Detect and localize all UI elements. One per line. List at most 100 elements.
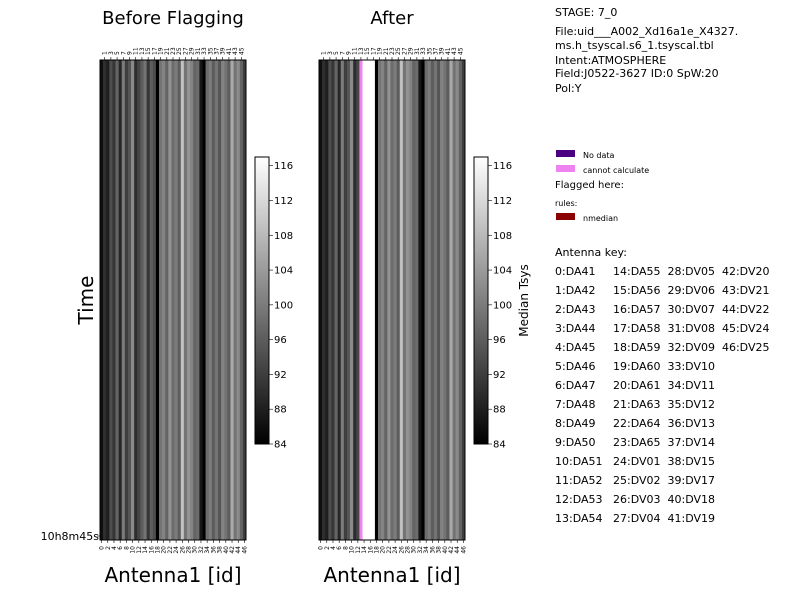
heatmap-cell [193,60,197,540]
heatmap-cell [334,60,338,540]
antenna-key-row: 2:DA43 16:DA57 30:DV07 44:DV22 [555,303,770,316]
heatmap-cell [227,60,231,540]
cannot-calculate-label: cannot calculate [583,166,650,175]
colorbar-label: Median Tsys [517,264,531,336]
colorbar-tick-label: 84 [274,440,287,451]
heatmap-cell [180,60,185,540]
x-tick-label: 36 [210,546,217,554]
heatmap-cell [384,60,388,540]
heatmap-cell [337,60,342,540]
chart-title: Before Flagging [102,8,244,29]
heatmap-cell [190,60,194,540]
colorbar [473,156,489,445]
x-tick-label: 34 [423,546,430,554]
heatmap-cell [433,60,438,540]
stage-text: STAGE: 7_0 [555,6,618,19]
antenna-key-row: 4:DA45 18:DA59 32:DV09 46:DV25 [555,341,770,354]
colorbar [254,156,270,445]
heatmap-cell [424,60,429,540]
colorbar-tick-label: 88 [493,405,506,416]
antenna-key-row: 5:DA46 19:DA60 33:DV10 [555,360,715,373]
nmedian-swatch [556,213,575,220]
y-axis-label: Time [74,276,98,326]
heatmap-cell [124,60,129,540]
heatmap-cell [368,60,373,540]
heatmap-cell [455,60,460,540]
x-tick-label-top: 19 [377,47,384,55]
heatmap-cell [143,60,147,540]
heatmap-cell [409,60,413,540]
heatmap-cell [183,60,188,540]
heatmap-cell [393,60,397,540]
heatmap-cell [208,60,213,540]
heatmap-cell [112,60,116,540]
x-tick-label: 20 [380,546,387,554]
colorbar-tick-label: 104 [274,266,293,277]
y-tick-label: 10h8m45s [41,530,100,543]
heatmap-cell [399,60,404,540]
heatmap-cell [390,60,394,540]
x-tick-label-top: 13 [139,47,146,55]
heatmap-cell [118,60,123,540]
colorbar-tick-label: 116 [274,161,293,172]
x-tick-label: 8 [342,546,349,550]
x-tick-label-top: 37 [213,47,220,55]
x-tick-label: 32 [417,546,424,554]
x-tick-label-top: 1 [102,51,109,55]
x-tick-label-top: 33 [201,47,208,55]
heatmap-cell [359,60,363,540]
heatmap-cell [452,60,456,540]
heatmap-cell [140,60,144,540]
antenna-key-row: 11:DA52 25:DV02 39:DV17 [555,474,715,487]
x-tick-label-top: 3 [327,51,334,55]
heatmap-cell [152,60,157,540]
x-tick-label: 40 [223,546,230,554]
x-tick-label-top: 41 [445,47,452,55]
x-tick-label-top: 9 [127,51,134,55]
x-tick-label-top: 5 [333,51,340,55]
heatmap-cell [239,60,244,540]
x-tick-label: 32 [198,546,205,554]
x-tick-label: 0 [318,546,325,550]
colorbar-tick-label: 112 [274,196,293,207]
x-tick-label: 42 [229,546,236,554]
heatmap-cell [109,60,113,540]
x-tick-label: 28 [405,546,412,554]
colorbar-tick-label: 116 [493,161,512,172]
x-tick-label: 22 [167,546,174,554]
heatmap-cell [162,60,166,540]
colorbar-tick-label: 96 [493,335,506,346]
antenna-key-row: 8:DA49 22:DA64 36:DV13 [555,417,715,430]
x-tick-label-top: 33 [420,47,427,55]
x-tick-label: 24 [173,546,180,554]
heatmap-cell [211,60,216,540]
x-tick-label-top: 15 [145,47,152,55]
heatmap-cell [230,60,234,540]
heatmap-cell [186,60,191,540]
x-tick-label-top: 19 [158,47,165,55]
x-tick-label: 44 [235,546,242,554]
antenna-key-row: 13:DA54 27:DV04 41:DV19 [555,512,715,525]
heatmap-cell [168,60,172,540]
x-tick-label: 36 [429,546,436,554]
x-tick-label: 44 [454,546,461,554]
x-tick-label: 12 [136,546,143,554]
antenna-key-row: 6:DA47 20:DA61 34:DV11 [555,379,715,392]
x-tick-label-top: 21 [164,47,171,55]
heatmap-cell [202,60,206,540]
x-tick-label: 26 [398,546,405,554]
heatmap-cell [242,60,247,540]
x-tick-label-top: 35 [207,47,214,55]
heatmap-cell [149,60,154,540]
heatmap-cell [121,60,126,540]
x-tick-label-top: 3 [108,51,115,55]
x-tick-label-top: 17 [370,47,377,55]
heatmap-cell [415,60,419,540]
x-tick-label: 24 [392,546,399,554]
x-tick-label-top: 27 [182,47,189,55]
x-tick-label-top: 35 [426,47,433,55]
heatmap-cell [418,60,422,540]
x-tick-label-top: 43 [451,47,458,55]
antenna-key-row: 10:DA51 24:DV01 38:DV15 [555,455,715,468]
heatmap-cell [205,60,210,540]
